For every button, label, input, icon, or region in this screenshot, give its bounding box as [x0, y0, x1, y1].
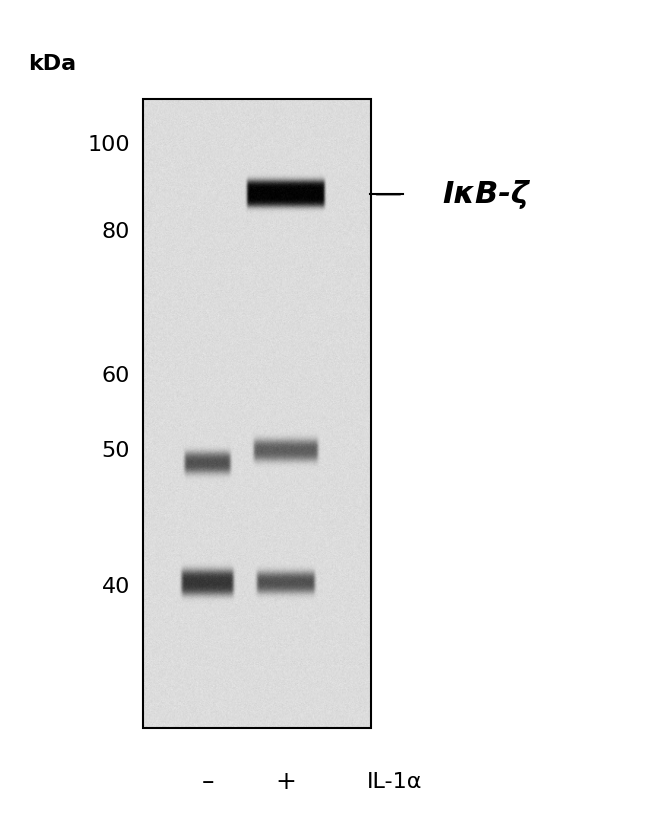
- Text: 100: 100: [87, 135, 130, 155]
- Text: 80: 80: [101, 222, 130, 241]
- Text: +: +: [276, 769, 296, 794]
- Text: –: –: [202, 769, 214, 794]
- Text: IL-1α: IL-1α: [367, 772, 422, 791]
- Text: 60: 60: [101, 366, 130, 386]
- Text: 50: 50: [101, 441, 130, 461]
- Text: IκB-ζ: IκB-ζ: [442, 179, 529, 209]
- Bar: [143, 99, 370, 728]
- Text: kDa: kDa: [28, 55, 76, 74]
- Text: 40: 40: [101, 577, 130, 597]
